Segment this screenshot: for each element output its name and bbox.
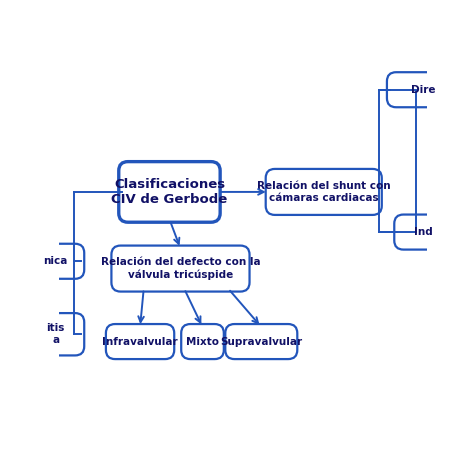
Text: Mixto: Mixto [186, 337, 219, 346]
Text: Dire: Dire [410, 85, 435, 95]
Text: nica: nica [44, 256, 68, 266]
FancyBboxPatch shape [111, 246, 249, 292]
FancyBboxPatch shape [225, 324, 297, 359]
FancyBboxPatch shape [394, 215, 452, 250]
FancyBboxPatch shape [119, 162, 220, 222]
Text: Relación del shunt con
cámaras cardiacas: Relación del shunt con cámaras cardiacas [257, 181, 391, 203]
Text: Relación del defecto con la
válvula tricúspide: Relación del defecto con la válvula tric… [100, 257, 260, 280]
Text: itis
a: itis a [46, 323, 65, 345]
FancyBboxPatch shape [387, 72, 459, 107]
Text: Ind: Ind [413, 227, 432, 237]
Text: Clasificaciones
CIV de Gerbode: Clasificaciones CIV de Gerbode [111, 178, 228, 206]
Text: Supravalvular: Supravalvular [220, 337, 302, 346]
FancyBboxPatch shape [27, 244, 84, 279]
FancyBboxPatch shape [27, 313, 84, 356]
Text: Infravalvular: Infravalvular [102, 337, 178, 346]
FancyBboxPatch shape [266, 169, 382, 215]
FancyBboxPatch shape [181, 324, 224, 359]
FancyBboxPatch shape [106, 324, 174, 359]
